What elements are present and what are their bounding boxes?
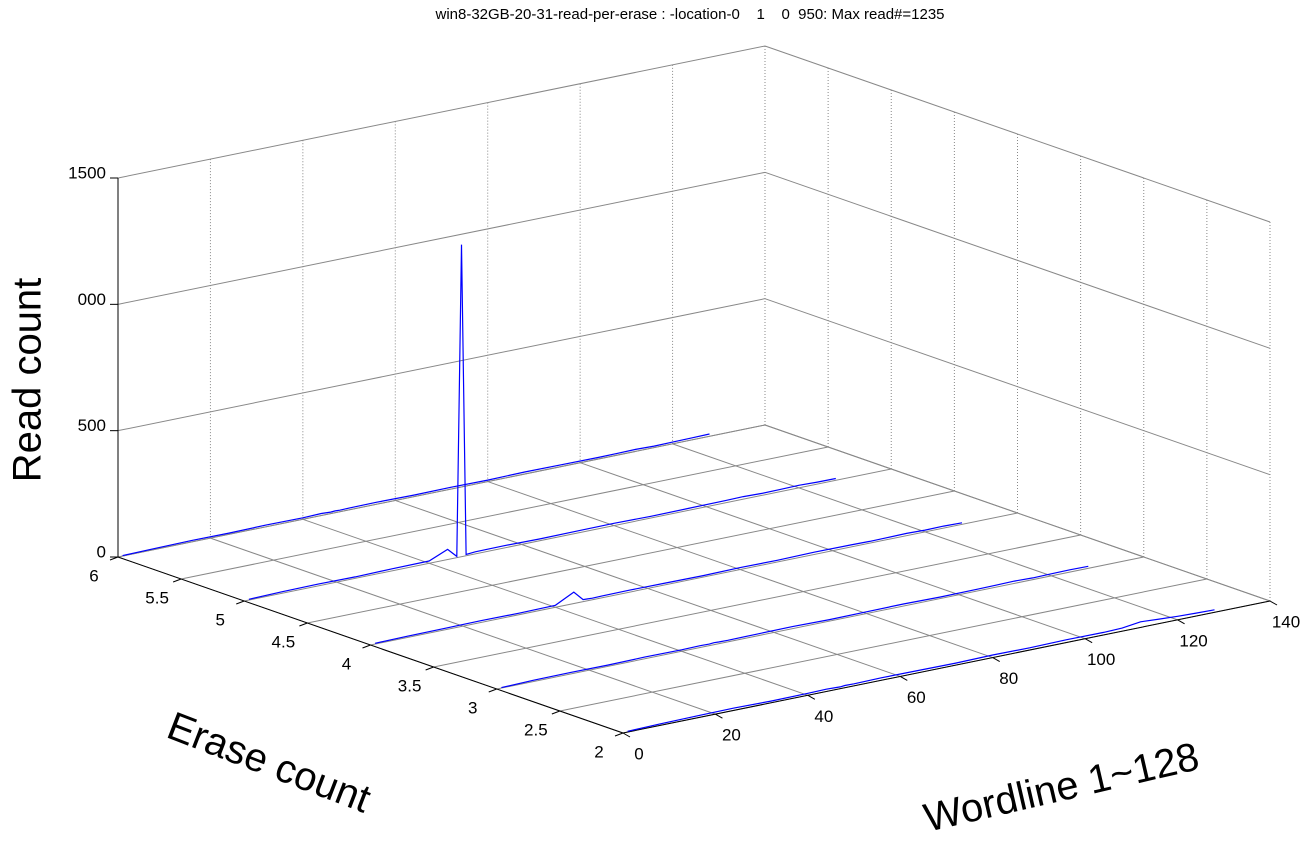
grid-line (307, 490, 955, 624)
y-tick-label: 4 (342, 654, 351, 673)
tick-mark (172, 578, 182, 583)
grid-line (244, 468, 892, 602)
y-tick-label: 2.5 (524, 720, 548, 739)
y-tick-label: 2 (594, 742, 603, 761)
tick-mark (992, 657, 1000, 663)
grid-line (433, 534, 1081, 668)
tick-mark (299, 622, 308, 627)
tick-mark (622, 732, 631, 738)
grid-line (559, 578, 1207, 712)
tick-mark (1269, 600, 1278, 606)
y-tick-label: 5.5 (145, 588, 169, 607)
x-tick-label: 60 (907, 688, 926, 707)
z-axis-label: Read count (6, 278, 50, 483)
grid-line (764, 171, 1271, 349)
grid-line (181, 446, 829, 580)
x-tick-label: 0 (634, 744, 643, 763)
z-tick-label: 0 (97, 542, 106, 561)
x-tick-label: 40 (814, 707, 833, 726)
z-tick-label: 1500 (68, 163, 106, 182)
tick-mark (236, 600, 245, 605)
grid-line (764, 424, 1271, 602)
tick-mark (488, 688, 497, 693)
tick-mark (551, 710, 561, 715)
y-tick-label: 5 (216, 610, 225, 629)
tick-mark (1084, 638, 1093, 644)
tick-mark (362, 644, 371, 649)
x-tick-label: 20 (722, 726, 741, 745)
x-tick-label: 80 (999, 669, 1018, 688)
y-axis-label: Erase count (161, 704, 376, 822)
x-tick-label: 120 (1179, 631, 1207, 650)
x-tick-label: 100 (1087, 650, 1115, 669)
grid-line (496, 556, 1144, 690)
grid-line (764, 45, 1271, 223)
z-tick-label: 500 (78, 416, 106, 435)
tick-mark (425, 666, 434, 671)
tick-mark (614, 732, 624, 737)
tick-mark (715, 713, 723, 719)
tick-mark (1177, 619, 1185, 625)
tick-mark (109, 556, 119, 561)
grid-line (764, 298, 1271, 476)
series-line (501, 565, 1089, 689)
chart-title: win8-32GB-20-31-read-per-erase : -locati… (434, 6, 944, 23)
y-tick-label: 6 (89, 566, 98, 585)
grid-line (117, 45, 766, 179)
tick-mark (900, 675, 908, 681)
y-tick-label: 3.5 (398, 676, 422, 695)
x-tick-label: 140 (1272, 612, 1300, 631)
x-axis-label: Wordline 1~128 (920, 735, 1203, 841)
axis-line (622, 600, 1271, 734)
grid-line (370, 512, 1018, 646)
series-line (248, 244, 836, 600)
z-tick-label: 000 (78, 290, 106, 309)
series-line (374, 522, 963, 644)
grid-line (117, 171, 766, 305)
y-tick-label: 3 (468, 698, 477, 717)
tick-mark (807, 694, 816, 700)
series-line (627, 609, 1215, 732)
grid-line (117, 424, 766, 558)
series-line (122, 433, 710, 557)
grid-line (117, 298, 766, 432)
y-tick-label: 4.5 (272, 632, 296, 651)
